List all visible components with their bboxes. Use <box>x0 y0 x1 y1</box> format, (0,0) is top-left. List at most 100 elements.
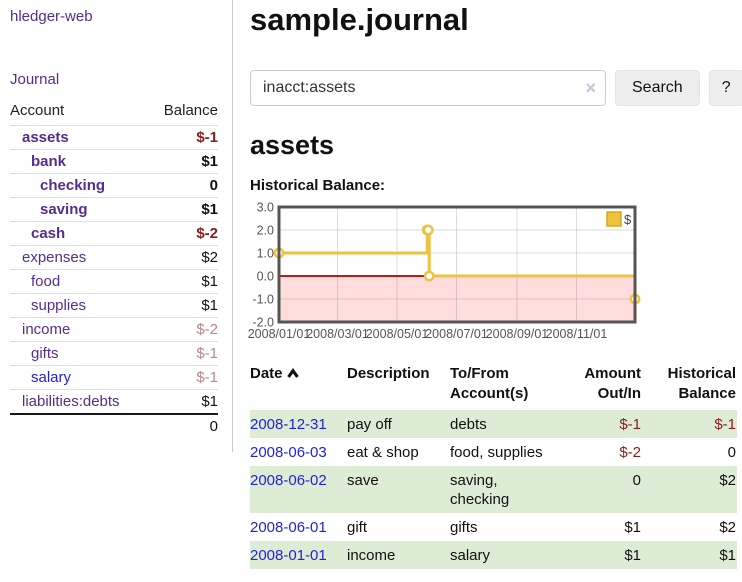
account-balance: $1 <box>149 149 218 174</box>
account-name-cell: food <box>10 269 150 294</box>
svg-text:2008/11/01: 2008/11/01 <box>546 327 608 341</box>
sidebar: hledger-web Journal Account Balance asse… <box>0 0 233 452</box>
sidebar-account-liabilities-debts[interactable]: liabilities:debts <box>22 393 120 410</box>
account-name-cell: salary <box>10 365 150 390</box>
svg-text:1.0: 1.0 <box>257 247 274 261</box>
transaction-accounts: gifts <box>450 519 478 536</box>
col-header-description: Description <box>347 365 430 382</box>
transaction-date-cell: 2008-06-01 <box>250 513 347 541</box>
transaction-amount: 0 <box>632 472 641 489</box>
svg-text:-2.0: -2.0 <box>252 316 274 330</box>
transaction-description: pay off <box>347 416 392 433</box>
account-row: cash $-2 <box>10 221 218 246</box>
clear-search-icon[interactable]: × <box>585 78 596 98</box>
col-header-amount: Amount Out/In <box>584 365 641 402</box>
transaction-description: gift <box>347 519 368 536</box>
transaction-row[interactable]: 2008-12-31 pay off debts $-1 $-1 <box>250 410 737 438</box>
sidebar-account-saving[interactable]: saving <box>40 201 88 218</box>
svg-text:2008/05/01: 2008/05/01 <box>366 327 429 341</box>
historical-balance-chart: 3.0 2.0 1.0 0.0 -1.0 -2.02008/01/012008/03/01… <box>248 201 641 341</box>
accounts-header-balance: Balance <box>149 99 218 126</box>
account-balance: $-1 <box>149 341 218 366</box>
account-name-cell: income <box>10 317 150 342</box>
account-name-cell: liabilities:debts <box>10 389 150 414</box>
account-balance: $1 <box>149 293 218 318</box>
main-content: sample.journal × Search ? assets Histori… <box>248 0 742 569</box>
svg-text:3.0: 3.0 <box>257 201 274 215</box>
transaction-balance: $2 <box>719 472 736 489</box>
svg-text:2008/03/01: 2008/03/01 <box>306 327 369 341</box>
transaction-amount: $-1 <box>619 416 641 433</box>
search-button[interactable]: Search <box>615 70 700 106</box>
account-name-cell: supplies <box>10 293 150 318</box>
accounts-header-account: Account <box>10 99 150 126</box>
sidebar-account-assets[interactable]: assets <box>22 129 69 146</box>
col-header-balance: Historical Balance <box>667 365 736 402</box>
account-name-cell: checking <box>10 173 150 198</box>
search-input[interactable] <box>250 70 606 106</box>
svg-text:2008/07/01: 2008/07/01 <box>425 327 488 341</box>
transaction-accounts: debts <box>450 416 487 433</box>
transaction-date-link[interactable]: 2008-06-01 <box>250 519 327 536</box>
account-row: gifts $-1 <box>10 341 218 366</box>
transaction-balance: 0 <box>727 444 736 461</box>
transaction-description: eat & shop <box>347 444 419 461</box>
sidebar-account-checking[interactable]: checking <box>40 177 106 194</box>
transaction-accounts: salary <box>450 547 491 564</box>
transaction-row[interactable]: 2008-06-02 save saving, checking 0 $2 <box>250 466 737 513</box>
svg-text:0.0: 0.0 <box>257 270 274 284</box>
account-row: saving $1 <box>10 197 218 222</box>
sidebar-account-salary[interactable]: salary <box>31 369 72 386</box>
account-row: food $1 <box>10 269 218 294</box>
transaction-date-link[interactable]: 2008-06-03 <box>250 444 327 461</box>
col-header-accounts: To/From Account(s) <box>450 365 529 402</box>
account-balance: $-2 <box>149 317 218 342</box>
svg-text:2.0: 2.0 <box>257 224 274 238</box>
transaction-accounts: saving, checking <box>450 472 510 508</box>
account-row: supplies $1 <box>10 293 218 318</box>
search-input-wrap: × <box>250 70 606 106</box>
transaction-balance: $-1 <box>714 416 736 433</box>
sidebar-account-food[interactable]: food <box>31 273 61 290</box>
sidebar-account-supplies[interactable]: supplies <box>31 297 87 314</box>
transaction-date-link[interactable]: 2008-01-01 <box>250 547 327 564</box>
svg-text:2008/09/01: 2008/09/01 <box>486 327 549 341</box>
transaction-amount: $-2 <box>619 444 641 461</box>
account-name-cell: bank <box>10 149 150 174</box>
transaction-row[interactable]: 2008-06-01 gift gifts $1 $2 <box>250 513 737 541</box>
spacer-cell <box>10 413 150 438</box>
account-row: assets $-1 <box>10 126 218 150</box>
account-balance: $1 <box>149 197 218 222</box>
register-table: Date Description To/From Account(s) Amou… <box>250 362 737 569</box>
account-balance: $1 <box>149 389 218 414</box>
transaction-amount: $1 <box>624 547 641 564</box>
help-button[interactable]: ? <box>708 70 742 106</box>
account-name-cell: cash <box>10 221 150 246</box>
sidebar-account-gifts[interactable]: gifts <box>31 345 59 362</box>
accounts-total-row: 0 <box>10 413 218 438</box>
transaction-date-link[interactable]: 2008-06-02 <box>250 472 327 489</box>
account-name-cell: expenses <box>10 245 150 270</box>
account-balance: $-1 <box>196 129 218 146</box>
sidebar-account-cash[interactable]: cash <box>31 225 66 242</box>
search-form: × Search ? <box>250 70 742 106</box>
col-header-date[interactable]: Date <box>250 362 347 410</box>
transaction-balance: $2 <box>719 519 736 536</box>
transaction-date-cell: 2008-01-01 <box>250 541 347 569</box>
account-balance: 0 <box>149 173 218 198</box>
transaction-row[interactable]: 2008-01-01 income salary $1 $1 <box>250 541 737 569</box>
transaction-date-cell: 2008-12-31 <box>250 410 347 438</box>
transaction-row[interactable]: 2008-06-03 eat & shop food, supplies $-2 0 <box>250 438 737 466</box>
transaction-date-link[interactable]: 2008-12-31 <box>250 416 327 433</box>
sidebar-account-expenses[interactable]: expenses <box>22 249 87 266</box>
transaction-description: save <box>347 472 379 489</box>
transaction-date-cell: 2008-06-02 <box>250 466 347 513</box>
app-brand-link[interactable]: hledger-web <box>10 8 93 25</box>
sidebar-account-income[interactable]: income <box>22 321 71 338</box>
svg-text:-1.0: -1.0 <box>252 293 274 307</box>
sidebar-item-journal[interactable]: Journal <box>10 71 60 88</box>
sort-asc-icon <box>286 368 299 378</box>
account-balance: $-1 <box>149 365 218 390</box>
col-header-date-label: Date <box>250 365 283 382</box>
sidebar-account-bank[interactable]: bank <box>31 153 67 170</box>
